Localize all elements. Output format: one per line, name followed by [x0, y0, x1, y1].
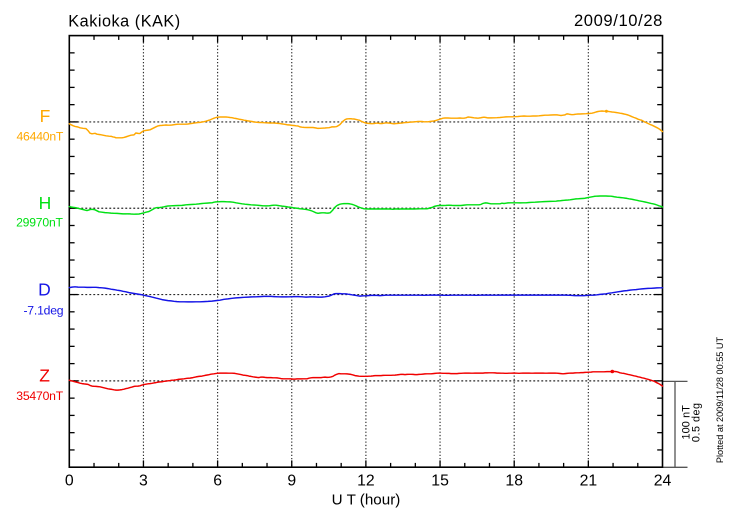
svg-text:-7.1deg: -7.1deg — [23, 304, 63, 318]
svg-text:12: 12 — [357, 473, 375, 490]
svg-text:15: 15 — [431, 473, 449, 490]
svg-text:Z: Z — [39, 366, 50, 386]
svg-text:2009/10/28: 2009/10/28 — [574, 11, 663, 30]
svg-text:35470nT: 35470nT — [16, 389, 63, 403]
svg-text:9: 9 — [287, 473, 296, 490]
svg-text:24: 24 — [654, 473, 672, 490]
svg-text:100 nT: 100 nT — [681, 405, 693, 440]
svg-text:0: 0 — [65, 473, 74, 490]
svg-text:18: 18 — [505, 473, 523, 490]
svg-text:21: 21 — [580, 473, 598, 490]
svg-text:29970nT: 29970nT — [16, 216, 63, 230]
svg-text:D: D — [38, 279, 51, 299]
svg-text:0.5 deg: 0.5 deg — [690, 403, 702, 443]
svg-text:3: 3 — [139, 473, 148, 490]
svg-text:6: 6 — [213, 473, 222, 490]
svg-text:Plotted at 2009/11/28 00:55 UT: Plotted at 2009/11/28 00:55 UT — [715, 337, 725, 464]
svg-text:U T (hour): U T (hour) — [332, 492, 401, 509]
svg-text:F: F — [40, 106, 51, 126]
svg-text:46440nT: 46440nT — [16, 129, 63, 143]
svg-text:Kakioka (KAK): Kakioka (KAK) — [68, 13, 180, 31]
svg-text:H: H — [39, 193, 52, 213]
